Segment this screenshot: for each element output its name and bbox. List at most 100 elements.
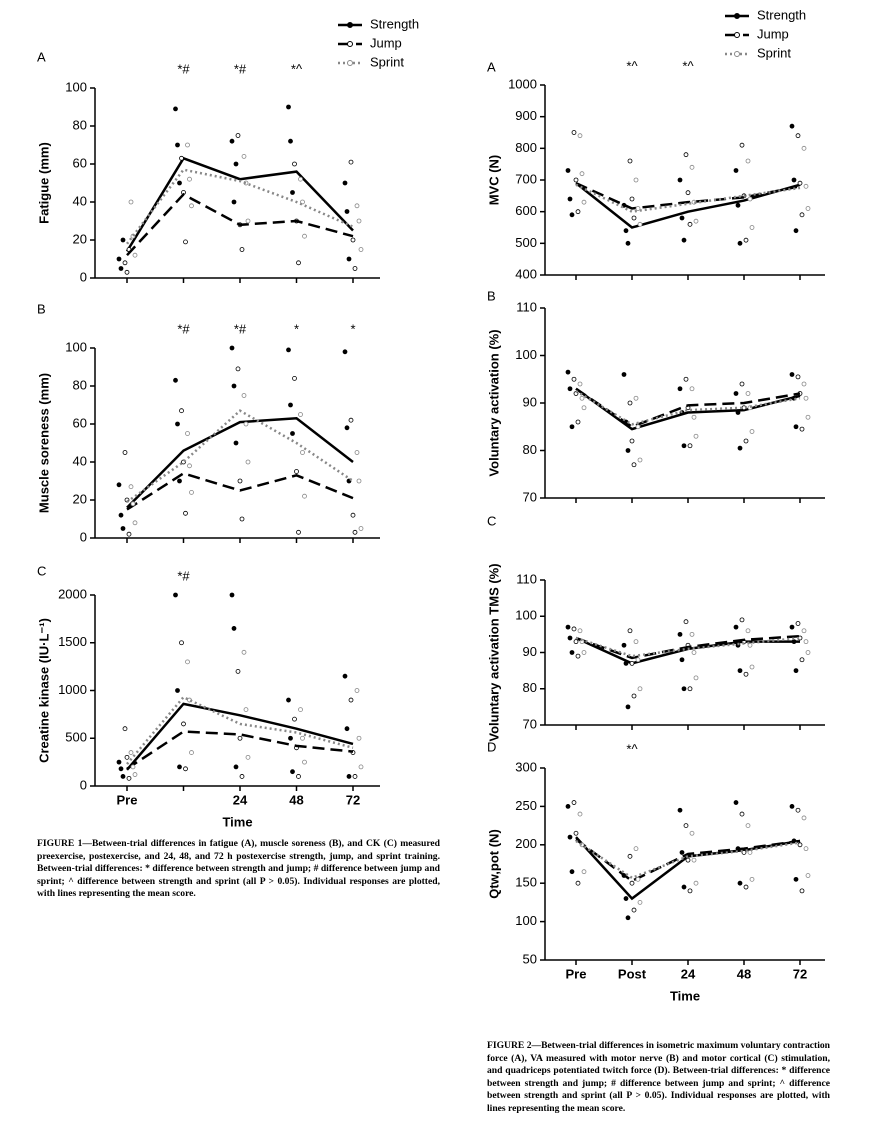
individual-point xyxy=(689,830,695,836)
individual-point xyxy=(575,419,581,425)
mean-line xyxy=(126,702,354,771)
individual-point xyxy=(741,850,747,855)
individual-point xyxy=(571,376,577,382)
individual-point xyxy=(679,657,685,663)
individual-point xyxy=(128,484,134,490)
individual-point xyxy=(179,640,184,646)
individual-point xyxy=(567,635,573,641)
individual-point xyxy=(689,631,695,637)
y-tick-label: 400 xyxy=(515,266,537,281)
individual-point xyxy=(120,237,126,243)
individual-point xyxy=(116,256,122,262)
individual-point xyxy=(175,142,180,148)
individual-point xyxy=(243,421,249,427)
individual-point xyxy=(565,369,571,375)
individual-point xyxy=(799,212,805,218)
individual-point xyxy=(635,206,641,211)
individual-point xyxy=(789,372,795,377)
mean-line xyxy=(126,192,354,257)
individual-point xyxy=(631,215,637,221)
y-tick-label: 110 xyxy=(516,299,537,314)
individual-point xyxy=(187,176,192,182)
individual-point xyxy=(633,395,639,401)
individual-point xyxy=(749,876,755,882)
individual-point xyxy=(567,386,573,392)
individual-point xyxy=(737,668,743,674)
individual-point xyxy=(685,190,691,196)
y-tick-label: 1500 xyxy=(58,634,87,649)
individual-point xyxy=(290,190,295,195)
individual-point xyxy=(683,619,689,625)
mean-line xyxy=(575,636,801,658)
individual-point xyxy=(132,252,138,258)
individual-point xyxy=(677,386,683,392)
individual-point xyxy=(235,366,241,372)
significance-marker: *# xyxy=(234,61,247,76)
individual-point xyxy=(577,133,583,139)
individual-point xyxy=(745,628,751,634)
individual-point xyxy=(183,239,188,245)
individual-point xyxy=(789,624,795,630)
y-tick-label: 80 xyxy=(523,680,537,695)
individual-point xyxy=(739,142,745,148)
individual-point xyxy=(687,686,693,692)
individual-point xyxy=(631,907,637,913)
mean-line xyxy=(575,838,801,883)
individual-point xyxy=(739,381,745,387)
individual-point xyxy=(693,880,699,886)
individual-point xyxy=(575,880,581,886)
individual-point xyxy=(793,424,799,430)
individual-point xyxy=(803,183,809,189)
individual-point xyxy=(354,688,360,693)
y-tick-label: 70 xyxy=(523,489,537,504)
y-axis-label: Fatigue (mm) xyxy=(36,142,51,224)
individual-point xyxy=(749,664,755,670)
legend-label: Strength xyxy=(757,7,806,22)
individual-point xyxy=(801,628,807,634)
mean-line xyxy=(126,417,354,509)
individual-point xyxy=(346,256,352,262)
individual-point xyxy=(130,501,136,507)
individual-point xyxy=(623,896,629,901)
individual-point xyxy=(581,869,587,875)
individual-point xyxy=(185,659,190,665)
individual-point xyxy=(737,445,743,451)
x-tick-label: 24 xyxy=(233,792,248,807)
individual-point xyxy=(128,199,134,205)
legend-marker xyxy=(347,60,353,66)
individual-point xyxy=(302,233,307,239)
individual-point xyxy=(747,850,753,855)
y-axis-label: Muscle soreness (mm) xyxy=(36,373,51,513)
individual-point xyxy=(173,106,178,112)
individual-point xyxy=(799,657,805,663)
individual-point xyxy=(737,880,743,886)
individual-point xyxy=(625,240,631,246)
individual-point xyxy=(565,804,571,809)
individual-point xyxy=(245,218,251,224)
significance-marker: *^ xyxy=(291,61,303,76)
individual-point xyxy=(743,671,749,677)
individual-point xyxy=(356,218,362,224)
individual-point xyxy=(300,735,305,741)
individual-point xyxy=(288,735,293,741)
individual-point xyxy=(571,800,577,805)
individual-point xyxy=(354,450,360,455)
y-tick-label: 60 xyxy=(73,415,87,430)
individual-point xyxy=(575,209,581,215)
x-axis-label: Time xyxy=(222,814,252,829)
individual-point xyxy=(177,478,182,484)
y-tick-label: 900 xyxy=(515,108,537,123)
individual-point xyxy=(793,668,799,674)
individual-point xyxy=(793,876,799,882)
mean-line xyxy=(575,182,801,229)
individual-point xyxy=(132,772,138,777)
mean-line xyxy=(126,409,354,503)
individual-point xyxy=(683,152,689,158)
mean-line xyxy=(575,183,801,213)
individual-point xyxy=(629,438,635,444)
individual-point xyxy=(239,774,245,779)
panel-label: C xyxy=(487,513,496,528)
individual-point xyxy=(132,520,138,526)
mean-line xyxy=(575,182,801,210)
individual-point xyxy=(290,431,295,436)
